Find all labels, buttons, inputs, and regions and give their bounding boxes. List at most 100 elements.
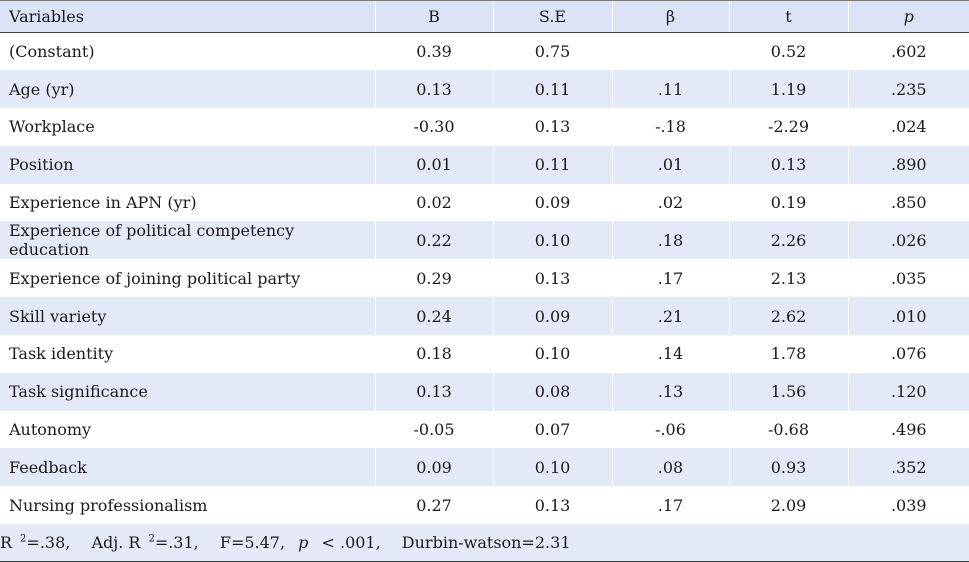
- cell-beta: -.18: [611, 108, 729, 146]
- cell-se: 0.10: [492, 335, 612, 373]
- cell-t: 0.13: [728, 145, 848, 184]
- f-statistic: F=5.47,: [219, 532, 286, 552]
- model-fit-stats: R 2=.38, Adj. R 2=.31, F=5.47, p < .001, D…: [0, 524, 969, 562]
- cell-variable: Experience in APN (yr): [9, 193, 197, 213]
- table-row: Experience of joining political party 0.2…: [0, 259, 969, 298]
- cell-t: -0.68: [728, 410, 848, 449]
- cell-se: 0.10: [492, 448, 612, 487]
- header-variables: Variables: [0, 0, 375, 33]
- table-row: Task identity 0.18 0.10.14 1.78.076: [0, 335, 969, 373]
- table-body: (Constant) 0.39 0.75 0.52.602 Age (yr) 0.13 0.…: [0, 32, 969, 525]
- cell-p: .496: [847, 410, 969, 449]
- cell-p: .235: [847, 70, 969, 109]
- cell-t: 1.19: [728, 70, 848, 109]
- table-row: Position 0.01 0.11.01 0.13.890: [0, 145, 969, 184]
- table-row: Feedback 0.09 0.10.08 0.93.352: [0, 448, 969, 487]
- header-se: S.E: [492, 0, 612, 33]
- cell-beta: .18: [611, 221, 729, 260]
- cell-beta: .01: [611, 145, 729, 184]
- cell-b: 0.18: [374, 335, 493, 373]
- cell-b: 0.13: [374, 70, 493, 109]
- cell-beta: .13: [611, 372, 729, 411]
- table-row: Workplace -0.30 0.13 -.18 -2.29.024: [0, 108, 969, 146]
- table-row: (Constant) 0.39 0.75 0.52.602: [0, 32, 969, 71]
- cell-p: .035: [847, 259, 969, 298]
- cell-variable: Age (yr): [9, 79, 75, 99]
- header-row: Variables B S.E β t p: [0, 0, 969, 33]
- cell-variable: (Constant): [9, 42, 95, 62]
- cell-beta: .17: [611, 486, 729, 525]
- cell-p: .010: [847, 297, 969, 336]
- header-t: t: [728, 0, 848, 33]
- cell-t: 2.62: [728, 297, 848, 336]
- cell-variable: Skill variety: [9, 306, 107, 326]
- cell-t: 2.26: [728, 221, 848, 260]
- cell-se: 0.11: [492, 145, 612, 184]
- cell-b: -0.05: [374, 410, 493, 449]
- cell-t: 0.93: [728, 448, 848, 487]
- cell-beta: [611, 32, 729, 71]
- cell-p: .026: [847, 221, 969, 260]
- cell-variable: Autonomy: [9, 420, 92, 440]
- cell-t: 1.78: [728, 335, 848, 373]
- cell-b: 0.22: [374, 221, 493, 260]
- cell-t: 0.52: [728, 32, 848, 71]
- header-p: p: [847, 0, 969, 33]
- cell-b: 0.01: [374, 145, 493, 184]
- cell-variable: Feedback: [9, 457, 87, 477]
- cell-p: .602: [847, 32, 969, 71]
- cell-se: 0.08: [492, 372, 612, 411]
- cell-p: .890: [847, 145, 969, 184]
- cell-variable: Task significance: [9, 382, 148, 402]
- durbin-watson: Durbin-watson=2.31: [401, 532, 571, 552]
- cell-t: 0.19: [728, 183, 848, 222]
- cell-se: 0.75: [492, 32, 612, 71]
- cell-b: 0.02: [374, 183, 493, 222]
- cell-beta: .11: [611, 70, 729, 109]
- model-fit-row: R 2=.38, Adj. R 2=.31, F=5.47, p < .001, D…: [0, 524, 969, 562]
- cell-variable: Workplace: [9, 117, 95, 137]
- cell-beta: .14: [611, 335, 729, 373]
- cell-b: 0.09: [374, 448, 493, 487]
- cell-t: 2.13: [728, 259, 848, 298]
- cell-variable: Task identity: [9, 344, 114, 364]
- adjusted-r-squared: Adj. R 2=.31,: [91, 532, 199, 552]
- cell-variable: Experience of joining political party: [9, 268, 301, 288]
- table-row: Experience in APN (yr) 0.02 0.09.02 0.19.85…: [0, 183, 969, 222]
- cell-t: 2.09: [728, 486, 848, 525]
- cell-se: 0.09: [492, 183, 612, 222]
- cell-t: 1.56: [728, 372, 848, 411]
- table-row: Experience of political competency educa…: [0, 221, 969, 260]
- cell-se: 0.13: [492, 259, 612, 298]
- cell-b: 0.24: [374, 297, 493, 336]
- cell-beta: .08: [611, 448, 729, 487]
- cell-variable: Position: [9, 155, 74, 175]
- cell-se: 0.09: [492, 297, 612, 336]
- cell-beta: -.06: [611, 410, 729, 449]
- table-row: Autonomy -0.05 0.07 -.06 -0.68.496: [0, 410, 969, 449]
- table-row: Task significance 0.13 0.08.13 1.56.120: [0, 372, 969, 411]
- table-row: Nursing professionalism 0.27 0.13.17 2.09.0…: [0, 486, 969, 525]
- model-p-value: p < .001,: [298, 532, 381, 552]
- cell-se: 0.07: [492, 410, 612, 449]
- r-squared: R 2=.38,: [0, 532, 71, 552]
- cell-beta: .02: [611, 183, 729, 222]
- cell-se: 0.13: [492, 108, 612, 146]
- header-beta: β: [611, 0, 729, 33]
- header-b: B: [374, 0, 493, 33]
- cell-beta: .21: [611, 297, 729, 336]
- cell-p: .352: [847, 448, 969, 487]
- table-row: Age (yr) 0.13 0.11.11 1.19.235: [0, 70, 969, 109]
- cell-se: 0.10: [492, 221, 612, 260]
- table-row: Skill variety 0.24 0.09.21 2.62.010: [0, 297, 969, 336]
- cell-se: 0.11: [492, 70, 612, 109]
- cell-b: 0.13: [374, 372, 493, 411]
- cell-p: .076: [847, 335, 969, 373]
- cell-variable: Experience of political competency educa…: [9, 221, 295, 260]
- cell-b: 0.29: [374, 259, 493, 298]
- cell-variable: Nursing professionalism: [9, 495, 208, 515]
- cell-p: .120: [847, 372, 969, 411]
- cell-se: 0.13: [492, 486, 612, 525]
- cell-p: .850: [847, 183, 969, 222]
